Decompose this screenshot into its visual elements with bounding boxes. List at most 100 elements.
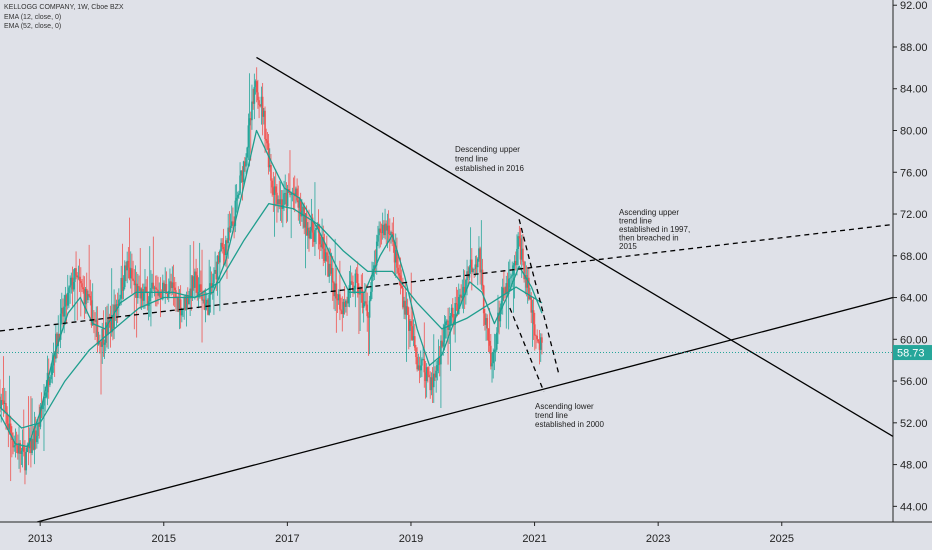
candle-body: [429, 377, 432, 391]
candle-body: [57, 333, 60, 347]
ema12-line: [0, 129, 543, 448]
candle-body: [236, 194, 239, 198]
candle-body: [478, 248, 480, 259]
candle-body: [173, 287, 176, 291]
candle-body: [32, 438, 35, 450]
candle-body: [417, 365, 420, 370]
candle-body: [14, 444, 17, 446]
candle-body: [171, 282, 174, 289]
candle-body: [41, 405, 44, 410]
candle-body: [379, 228, 382, 233]
candle-body: [434, 373, 436, 378]
candle-body: [469, 259, 472, 268]
candle-body: [100, 341, 102, 347]
candle-body: [263, 110, 265, 117]
candle-body: [107, 319, 109, 335]
candle-body: [404, 300, 407, 315]
candle-body: [198, 284, 201, 293]
candle-body: [189, 288, 191, 299]
candle-body: [450, 307, 453, 316]
candle-body: [22, 446, 25, 452]
candle-body: [126, 260, 128, 271]
candle-body: [340, 309, 342, 311]
candle-body: [355, 273, 358, 275]
candle-body: [19, 442, 22, 454]
annotation-line: trend line: [535, 411, 568, 420]
candle-body: [8, 423, 11, 430]
candle-body: [537, 339, 540, 342]
candle-body: [230, 221, 233, 226]
candle-body: [532, 310, 535, 325]
candle-body: [290, 194, 292, 196]
candle-body: [274, 186, 277, 193]
candle-body: [459, 294, 461, 298]
candle-body: [446, 320, 448, 322]
candle-body: [369, 291, 372, 301]
candle-body: [415, 347, 417, 358]
candle-body: [143, 293, 145, 301]
candle-body: [481, 269, 484, 286]
x-tick-label: 2015: [152, 533, 176, 545]
candle-body: [229, 225, 232, 233]
candle-body: [162, 282, 164, 300]
candle-body: [43, 398, 45, 406]
legend-ema52[interactable]: EMA (52, close, 0): [4, 23, 62, 30]
candle-body: [472, 269, 474, 273]
candle-body: [30, 438, 32, 453]
candle-body: [51, 365, 54, 375]
legend-ema12[interactable]: EMA (12, close, 0): [4, 13, 62, 21]
candle-body: [348, 285, 351, 291]
candle-body: [375, 241, 378, 266]
y-axis[interactable]: 44.00 48.00 52.00 56.00 60.00 64.00 68.00 72.00…: [893, 0, 928, 513]
candle-body: [331, 267, 334, 283]
candle-body: [179, 299, 182, 316]
candle-body: [393, 241, 396, 263]
candle-body: [413, 336, 416, 348]
candle-body: [443, 325, 446, 343]
candle-body: [39, 406, 42, 427]
candle-body: [286, 189, 289, 207]
candle-body: [381, 224, 384, 234]
candle-body: [68, 287, 70, 293]
candle-body: [396, 250, 398, 268]
candle-body: [197, 292, 200, 296]
candle-body: [235, 197, 238, 201]
candle-body: [209, 283, 212, 295]
candle-body: [326, 252, 328, 256]
x-tick-label: 2013: [28, 533, 52, 545]
x-axis[interactable]: 2013 2015 2017 2019 2021 2023 2025: [28, 522, 794, 545]
candle-body: [474, 264, 477, 270]
candle-body: [354, 273, 357, 290]
candle-body: [408, 314, 410, 331]
candle-body: [214, 269, 216, 274]
candle-body: [177, 296, 180, 312]
annotation-line: Ascending upper: [619, 208, 679, 217]
candle-body: [153, 287, 156, 289]
candle-body: [517, 236, 519, 249]
candle-body: [139, 287, 142, 299]
candle-body: [328, 263, 331, 277]
candle-body: [440, 340, 442, 365]
candle-body: [185, 295, 188, 310]
candle-body: [435, 370, 437, 378]
candle-body: [188, 298, 190, 305]
candle-body: [200, 284, 202, 292]
candle-body: [239, 175, 241, 194]
candle-body: [530, 296, 533, 313]
candle-body: [387, 225, 390, 234]
candle-body: [438, 357, 441, 365]
candle-body: [207, 299, 209, 315]
candle-body: [217, 255, 220, 263]
candle-body: [13, 445, 16, 448]
candle-body: [303, 206, 306, 228]
candle-body: [65, 295, 68, 306]
candle-body: [322, 237, 325, 249]
candle-body: [87, 294, 89, 301]
candle-body: [307, 227, 309, 236]
candle-body: [195, 271, 197, 276]
candle-body: [25, 452, 27, 471]
candle-body: [484, 313, 486, 325]
candle-body: [254, 81, 257, 87]
